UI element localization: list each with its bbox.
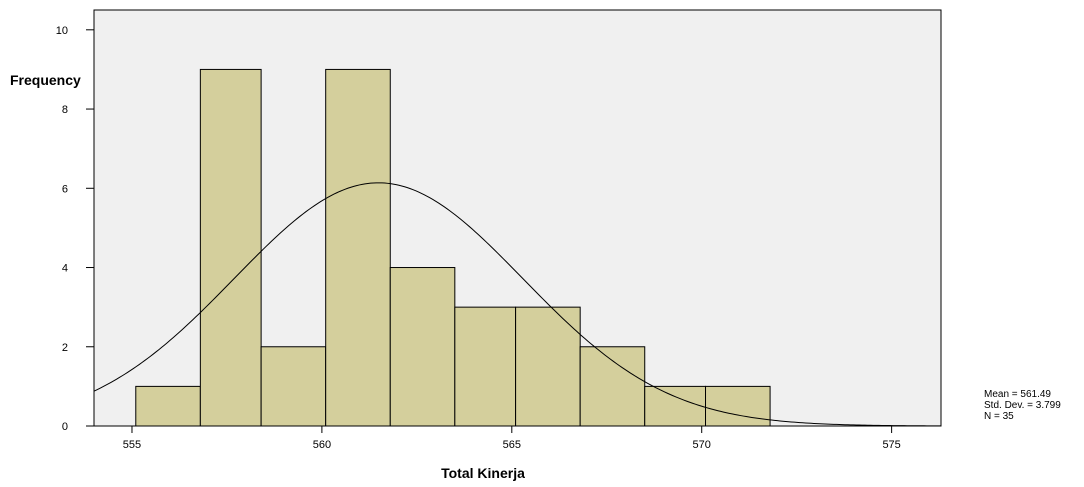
mean-label: Mean = 561.49 bbox=[984, 389, 1051, 400]
histogram-bar bbox=[260, 346, 327, 427]
n-label: N = 35 bbox=[984, 411, 1014, 422]
y-tick-label: 10 bbox=[56, 25, 68, 37]
histogram-bar bbox=[644, 385, 707, 427]
y-tick-label: 0 bbox=[62, 421, 68, 433]
histogram-bar bbox=[454, 306, 517, 427]
y-tick-label: 4 bbox=[62, 263, 68, 275]
x-axis: 555 560 565 570 575 bbox=[123, 426, 901, 451]
x-axis-title: Total Kinerja bbox=[441, 465, 525, 481]
stats-box: Mean = 561.49 Std. Dev. = 3.799 N = 35 bbox=[984, 389, 1061, 422]
x-tick-label: 560 bbox=[313, 439, 331, 451]
y-tick-label: 8 bbox=[62, 104, 68, 116]
x-tick-label: 555 bbox=[123, 439, 141, 451]
x-tick-label: 570 bbox=[693, 439, 711, 451]
y-tick-label: 6 bbox=[62, 183, 68, 195]
histogram-bar bbox=[325, 68, 391, 427]
normal-curve bbox=[93, 182, 942, 427]
histogram-bar bbox=[135, 385, 201, 427]
histogram-bar bbox=[199, 68, 262, 427]
y-axis: 0 2 4 6 8 10 bbox=[56, 25, 94, 433]
histogram-bar bbox=[705, 385, 771, 427]
y-axis-title: Frequency bbox=[10, 72, 81, 88]
x-tick-label: 565 bbox=[503, 439, 521, 451]
bars-group bbox=[135, 68, 771, 427]
histogram-bar bbox=[515, 306, 581, 427]
histogram-bar bbox=[389, 267, 456, 427]
y-tick-label: 2 bbox=[62, 342, 68, 354]
histogram-bar bbox=[579, 346, 646, 427]
std-dev-label: Std. Dev. = 3.799 bbox=[984, 400, 1061, 411]
x-tick-label: 575 bbox=[882, 439, 900, 451]
